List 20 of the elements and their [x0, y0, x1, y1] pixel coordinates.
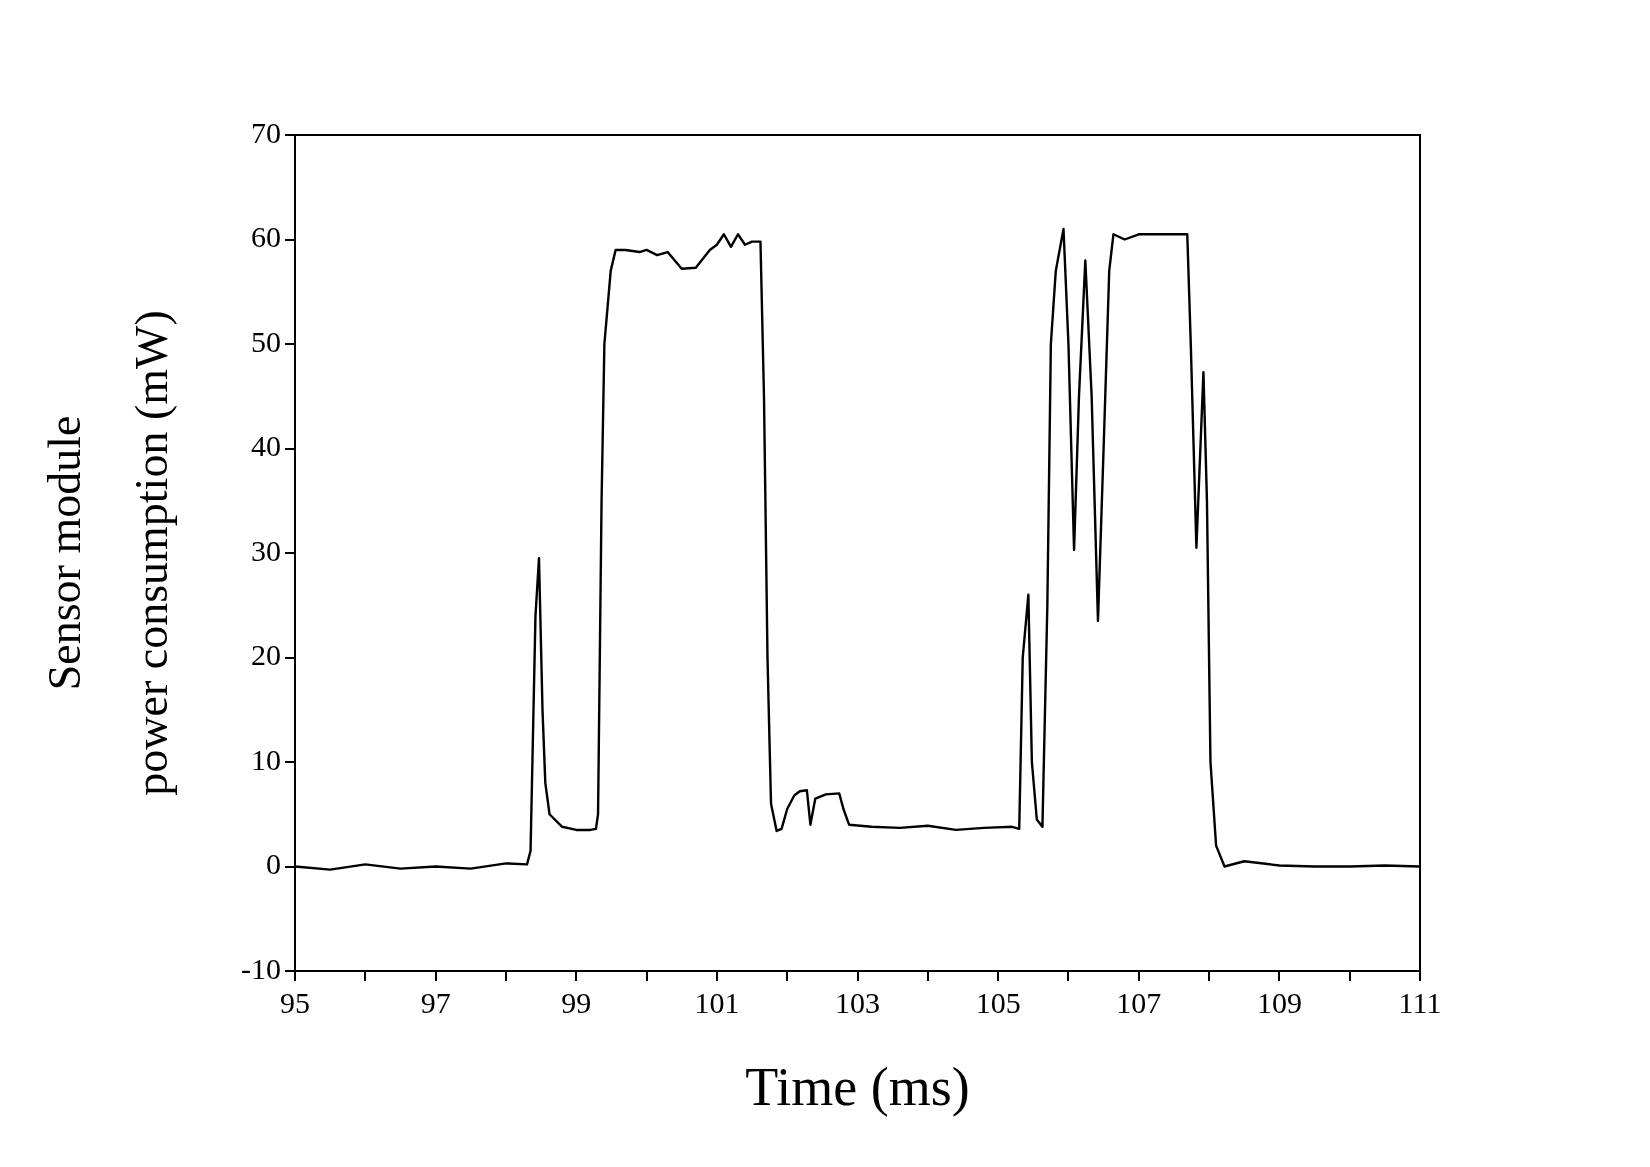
x-tick-label: 111	[1398, 985, 1442, 1019]
x-tick-label: 97	[420, 985, 451, 1019]
y-axis-title: Sensor module power consumption (mW)	[38, 310, 178, 796]
x-tick-label: 95	[280, 985, 310, 1019]
y-tick-label: 10	[251, 742, 281, 776]
y-tick-label: 20	[251, 638, 281, 672]
y-tick-label: -10	[241, 951, 281, 985]
y-tick-label: 30	[251, 533, 281, 567]
x-tick-label: 101	[694, 985, 740, 1019]
y-tick-label: 50	[251, 324, 281, 358]
x-tick-label: 105	[975, 985, 1021, 1019]
x-tick-label: 99	[561, 985, 592, 1019]
x-tick-label: 109	[1256, 985, 1302, 1019]
y-tick-label: 60	[251, 220, 281, 254]
x-tick-label: 103	[835, 985, 880, 1019]
x-axis-title: Time (ms)	[745, 1056, 970, 1117]
x-tick-label: 107	[1116, 985, 1162, 1019]
y-tick-label: 70	[251, 115, 281, 149]
y-tick-label: 0	[266, 847, 281, 881]
y-tick-label: 40	[251, 429, 281, 463]
